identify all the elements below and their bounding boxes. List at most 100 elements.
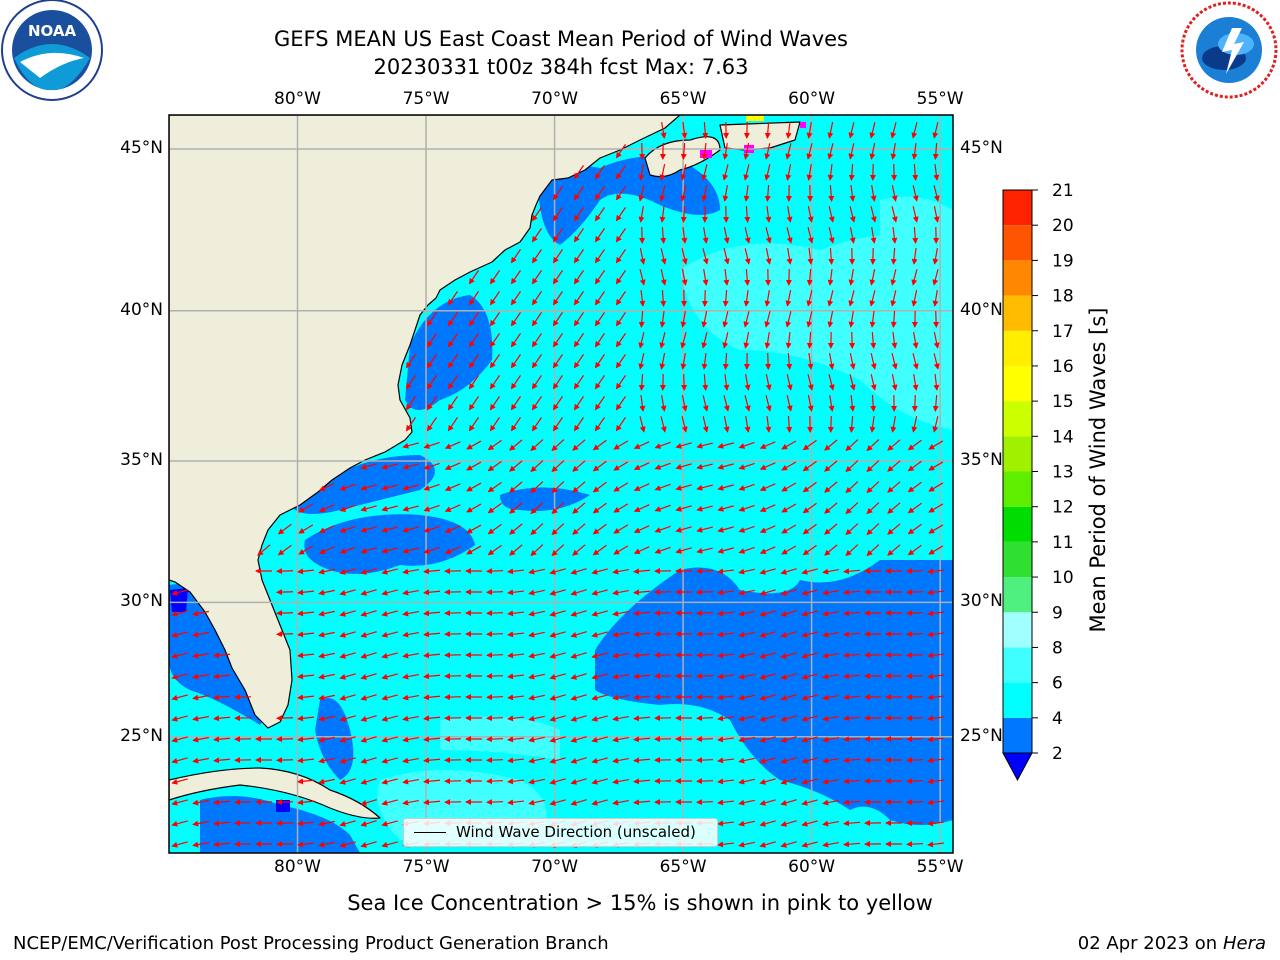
wind-wave-vector bbox=[660, 416, 667, 433]
wind-wave-vector bbox=[613, 440, 629, 450]
wind-wave-vector bbox=[551, 502, 565, 515]
credit-line: NCEP/EMC/Verification Post Processing Pr… bbox=[13, 933, 609, 954]
colorbar-cell bbox=[1003, 190, 1032, 226]
wind-wave-vector bbox=[702, 121, 709, 139]
wind-wave-vector bbox=[907, 544, 922, 556]
wind-wave-vector bbox=[822, 610, 839, 617]
longitude-tick-label: 70°W bbox=[531, 89, 579, 109]
wind-wave-vector bbox=[928, 524, 944, 534]
wind-wave-vector bbox=[906, 820, 924, 827]
wind-wave-vector bbox=[738, 631, 755, 638]
wind-wave-vector bbox=[594, 333, 606, 348]
wind-wave-vector bbox=[849, 394, 856, 412]
wind-wave-vector bbox=[675, 484, 692, 491]
wind-wave-vector bbox=[887, 481, 901, 493]
wind-wave-vector bbox=[423, 694, 441, 701]
wind-wave-vector bbox=[822, 652, 839, 659]
wind-wave-vector bbox=[933, 373, 940, 391]
wind-wave-vector bbox=[764, 290, 771, 307]
wind-wave-vector bbox=[171, 652, 188, 659]
wind-wave-vector bbox=[381, 589, 398, 596]
wind-wave-vector bbox=[591, 715, 608, 722]
wind-wave-vector bbox=[869, 310, 876, 328]
wind-wave-vector bbox=[887, 439, 901, 451]
wind-wave-vector bbox=[680, 353, 687, 370]
wind-wave-vector bbox=[906, 610, 924, 617]
wind-wave-vector bbox=[487, 502, 502, 514]
wind-wave-vector bbox=[696, 505, 713, 512]
wind-wave-vector bbox=[906, 715, 924, 722]
wind-wave-vector bbox=[570, 631, 587, 638]
wind-wave-vector bbox=[171, 736, 188, 743]
wind-wave-vector bbox=[339, 631, 356, 638]
wind-wave-vector bbox=[402, 799, 419, 806]
wind-wave-vector bbox=[906, 841, 924, 848]
wind-wave-vector bbox=[510, 249, 522, 264]
wind-wave-vector bbox=[549, 736, 566, 743]
wind-wave-vector bbox=[890, 290, 897, 307]
wind-wave-vector bbox=[802, 502, 817, 514]
wind-wave-vector bbox=[594, 396, 606, 411]
wind-wave-vector bbox=[638, 206, 645, 223]
wind-wave-vector bbox=[507, 631, 525, 638]
wind-wave-vector bbox=[802, 439, 817, 451]
wind-wave-vector bbox=[827, 122, 834, 139]
wind-wave-vector bbox=[360, 652, 377, 659]
wind-wave-vector bbox=[744, 395, 751, 412]
wind-wave-vector bbox=[402, 757, 419, 764]
latitude-tick-label: 25°N bbox=[120, 725, 163, 746]
wind-wave-vector bbox=[612, 799, 629, 806]
wind-wave-vector bbox=[801, 778, 818, 785]
wind-wave-vector bbox=[722, 332, 729, 349]
wind-wave-vector bbox=[717, 442, 734, 449]
wind-wave-vector bbox=[171, 841, 188, 848]
wind-wave-vector bbox=[696, 589, 714, 596]
wind-wave-vector bbox=[444, 546, 461, 554]
map-subtitle: 20230331 t00z 384h fcst Max: 7.63 bbox=[373, 55, 749, 79]
wind-wave-vector bbox=[743, 184, 750, 202]
wind-wave-vector bbox=[781, 503, 797, 513]
wind-wave-vector bbox=[171, 799, 188, 806]
wind-wave-vector bbox=[507, 778, 525, 785]
wind-wave-vector bbox=[738, 799, 755, 806]
wind-wave-vector bbox=[528, 694, 545, 701]
wind-wave-vector bbox=[906, 736, 924, 743]
wind-wave-vector bbox=[717, 841, 735, 848]
wind-wave-vector bbox=[551, 523, 565, 536]
wind-wave-vector bbox=[802, 481, 817, 493]
wind-wave-vector bbox=[615, 417, 627, 432]
wind-wave-vector bbox=[402, 610, 419, 617]
nws-logo bbox=[1180, 1, 1278, 99]
wind-wave-vector bbox=[786, 352, 793, 370]
wind-wave-vector bbox=[827, 163, 834, 181]
wind-wave-vector bbox=[339, 504, 356, 512]
wind-wave-vector bbox=[339, 483, 356, 491]
colorbar-tick-label: 18 bbox=[1052, 287, 1074, 307]
wind-wave-vector bbox=[613, 545, 629, 555]
wind-wave-vector bbox=[822, 631, 839, 638]
wind-wave-vector bbox=[866, 481, 880, 494]
wind-wave-vector bbox=[423, 715, 441, 722]
wind-wave-vector bbox=[822, 736, 839, 743]
wind-wave-vector bbox=[696, 757, 714, 764]
wind-wave-vector bbox=[381, 736, 398, 743]
wind-wave-vector bbox=[549, 778, 566, 785]
wind-wave-vector bbox=[594, 291, 606, 306]
wind-wave-vector bbox=[906, 568, 924, 575]
wind-wave-vector bbox=[530, 439, 544, 452]
wind-wave-vector bbox=[423, 778, 441, 785]
wind-wave-vector bbox=[738, 546, 755, 554]
wind-wave-vector bbox=[423, 568, 441, 575]
wind-wave-vector bbox=[786, 395, 793, 412]
wind-wave-vector bbox=[845, 523, 859, 536]
wind-wave-vector bbox=[866, 544, 880, 557]
wind-wave-vector bbox=[890, 122, 897, 139]
wind-wave-vector bbox=[489, 291, 501, 306]
wind-wave-vector bbox=[213, 694, 231, 701]
wind-wave-vector bbox=[591, 610, 608, 617]
wind-wave-vector bbox=[907, 502, 922, 514]
wind-wave-vector bbox=[802, 460, 817, 472]
wind-wave-vector bbox=[681, 121, 688, 139]
wind-wave-vector bbox=[828, 353, 835, 370]
wind-wave-vector bbox=[444, 525, 461, 533]
